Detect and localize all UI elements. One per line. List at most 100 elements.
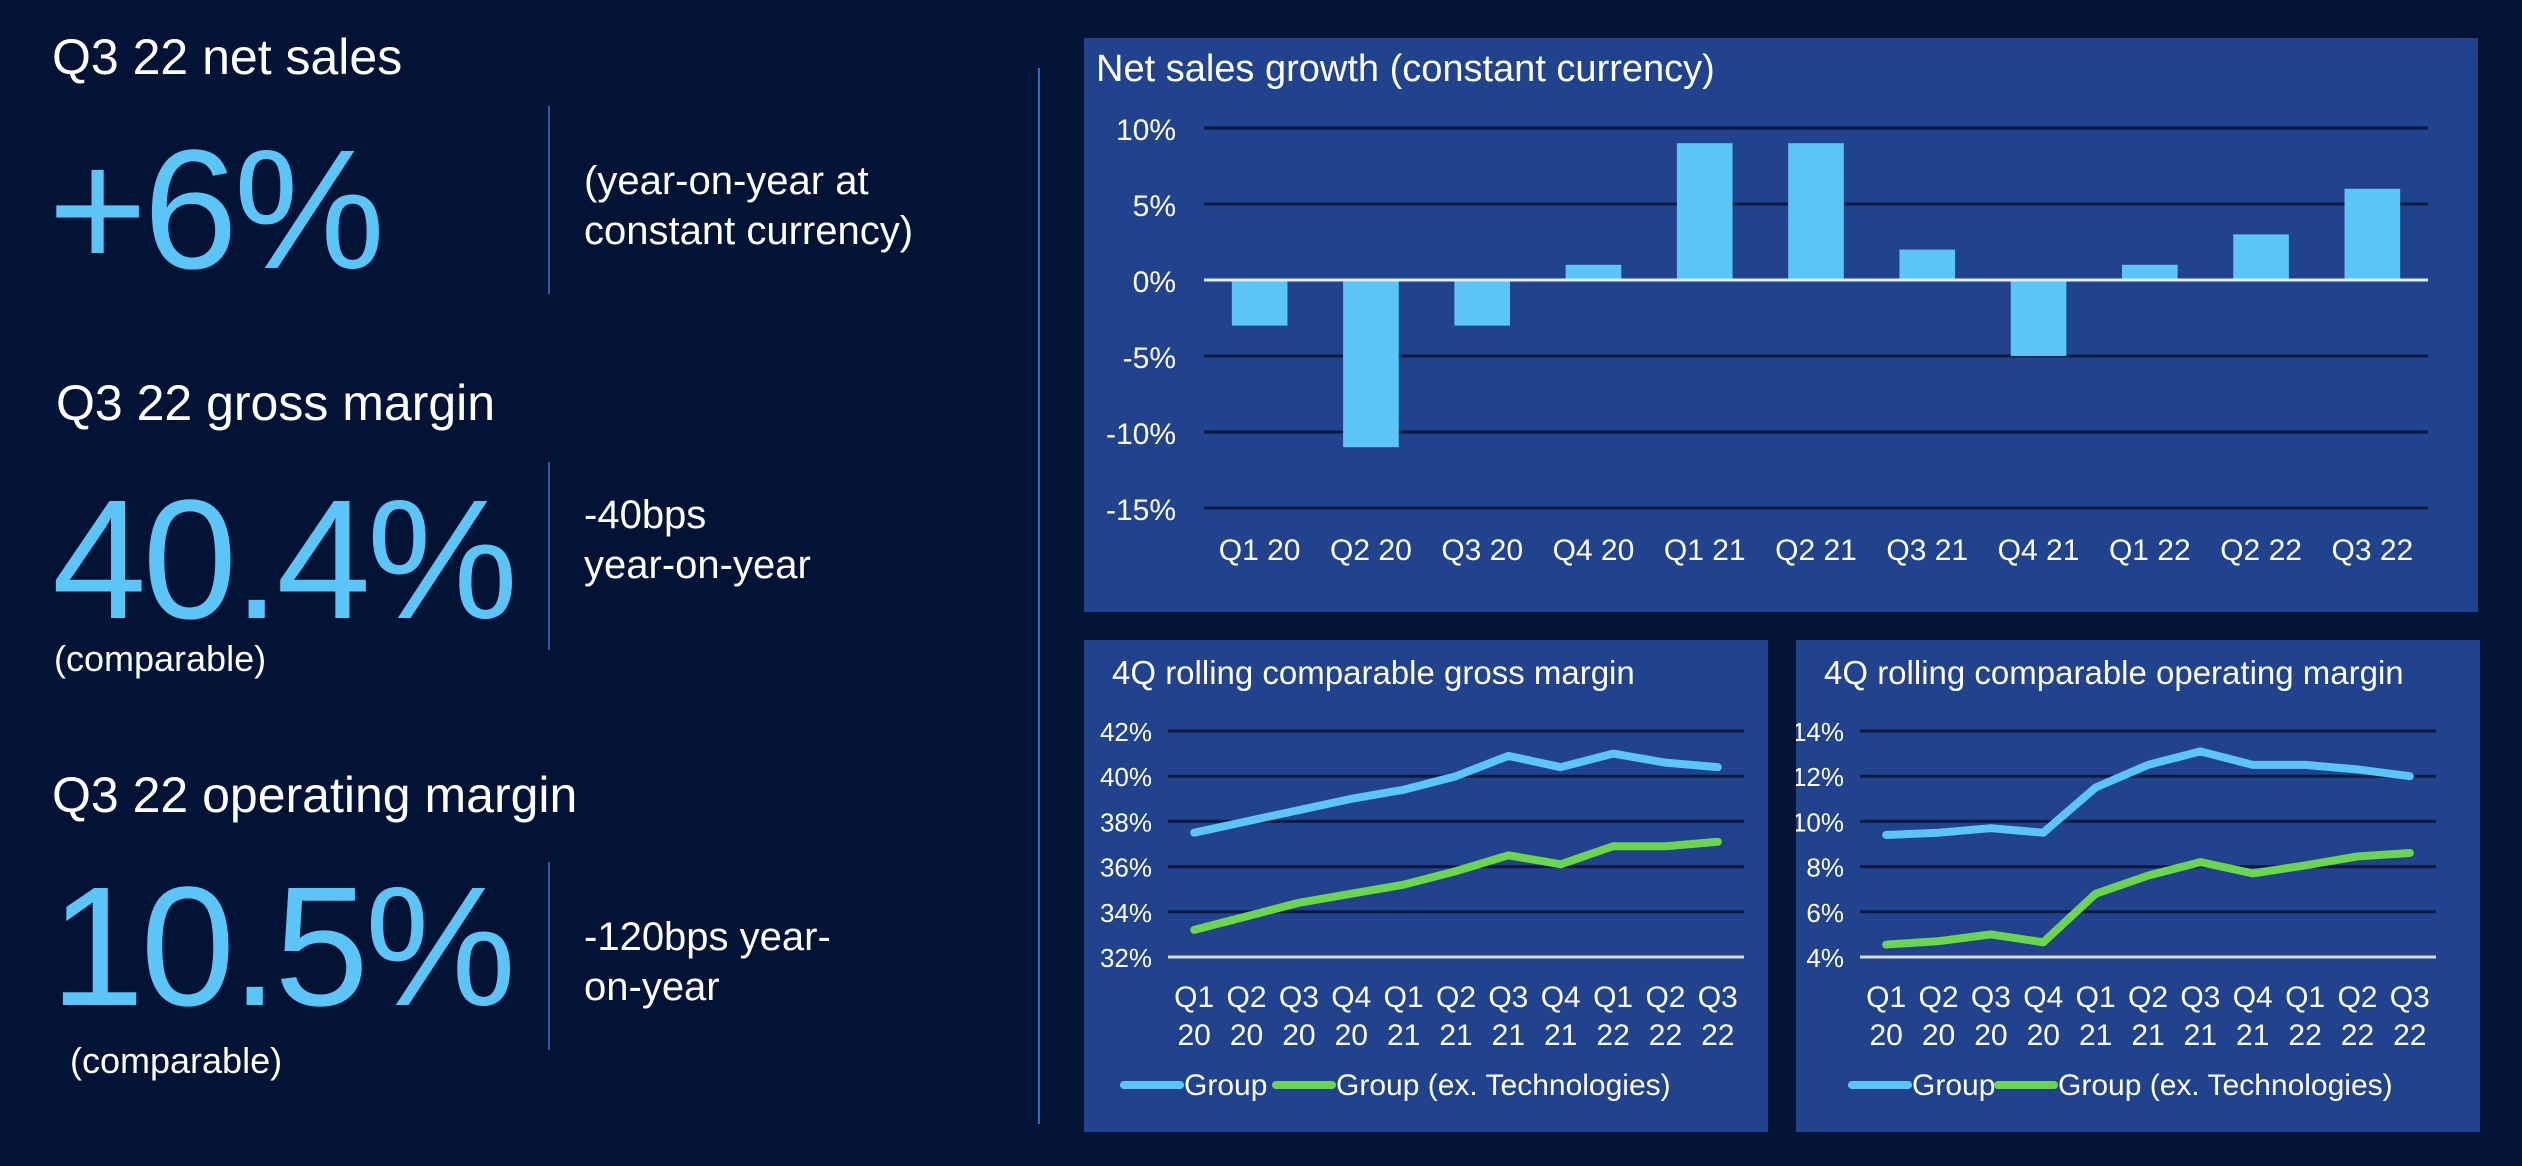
y-tick-label: 10% (1796, 807, 1844, 837)
series-line-group-ex-technologies (1882, 849, 2414, 949)
net-sales-title: Q3 22 net sales (52, 29, 403, 85)
x-tick-label: Q1 (2076, 981, 2116, 1014)
gross-margin-sub: (comparable) (54, 638, 267, 679)
x-tick-label: Q2 20 (1330, 534, 1412, 567)
section-divider (1038, 68, 1040, 1124)
x-tick-label: Q2 21 (1775, 534, 1857, 567)
bar (2344, 188, 2401, 280)
x-tick-label: Q2 (1919, 981, 1959, 1014)
bar (1788, 143, 1844, 280)
legend-label-group-ex-technologies: Group (ex. Technologies) (1336, 1069, 1671, 1102)
x-tick-label: 20 (1177, 1019, 1210, 1052)
x-tick-label: Q3 20 (1441, 534, 1523, 567)
operating-margin-value: 10.5% (50, 852, 516, 1042)
y-tick-label: 34% (1100, 898, 1152, 928)
y-tick-label: 6% (1806, 898, 1844, 928)
gross-margin-note: -40bps year-on-year (584, 490, 811, 590)
x-tick-label: Q3 (1698, 981, 1738, 1014)
legend-label-group: Group (1912, 1069, 1995, 1102)
operating-margin-note: -120bps year- on-year (584, 912, 831, 1012)
bar (2233, 234, 2289, 280)
divider (548, 106, 550, 294)
x-tick-label: 20 (1282, 1019, 1315, 1052)
operating-margin-chart: 14% 12% 10% 8% 6% 4% Q1 20 Q2 20 Q3 20 Q4 20 Q1 21 Q2 21 Q… (1796, 717, 2436, 1102)
x-tick-label: Q3 (1971, 981, 2011, 1014)
legend-label-group: Group (1184, 1069, 1267, 1102)
gross-margin-note-line1: -40bps (584, 493, 707, 537)
net-sales-note-line1: (year-on-year at (584, 159, 869, 203)
chart-title: 4Q rolling comparable gross margin (1112, 654, 1635, 691)
gross-margin-title: Q3 22 gross margin (56, 375, 496, 431)
x-tick-label: Q2 (2337, 981, 2377, 1014)
x-tick-label: 21 (2184, 1019, 2217, 1052)
x-tick-label: 20 (1230, 1019, 1263, 1052)
x-tick-label: 22 (2393, 1019, 2426, 1052)
x-tick-label: Q3 21 (1886, 534, 1968, 567)
x-tick-label: Q2 (2128, 981, 2168, 1014)
operating-margin-note-line2: on-year (584, 965, 720, 1009)
x-tick-label: Q2 (1645, 981, 1685, 1014)
bar (2010, 280, 2067, 356)
y-tick-label: 38% (1100, 807, 1152, 837)
x-tick-label: Q1 20 (1219, 534, 1301, 567)
net-sales-growth-chart: 10% 5% 0% -5% -10% -15% Q1 20 Q2 20 Q3 20 Q4 20 Q1… (1106, 114, 2428, 567)
bar (1231, 280, 1288, 326)
x-tick-label: Q4 (1331, 981, 1371, 1014)
y-tick-label: -15% (1106, 494, 1176, 527)
y-tick-label: 10% (1116, 114, 1176, 147)
y-tick-label: 5% (1133, 190, 1176, 223)
x-tick-label: 20 (1974, 1019, 2007, 1052)
chart-title: Net sales growth (constant currency) (1096, 48, 1715, 90)
x-tick-label: 22 (1649, 1019, 1682, 1052)
bar (1454, 280, 1510, 326)
operating-margin-title: Q3 22 operating margin (52, 767, 578, 823)
x-tick-label: 22 (2341, 1019, 2374, 1052)
x-tick-label: 21 (2236, 1019, 2269, 1052)
legend-label-group-ex-technologies: Group (ex. Technologies) (2058, 1069, 2393, 1102)
x-tick-label: 22 (1596, 1019, 1629, 1052)
x-tick-label: Q3 (1279, 981, 1319, 1014)
y-tick-label: 42% (1100, 717, 1152, 747)
net-sales-note: (year-on-year at constant currency) (584, 156, 913, 256)
x-tick-label: Q1 (1866, 981, 1906, 1014)
y-tick-label: 4% (1806, 943, 1844, 973)
x-tick-label: Q4 21 (1998, 534, 2080, 567)
net-sales-note-line2: constant currency) (584, 209, 914, 253)
divider (548, 862, 550, 1050)
x-tick-label: Q2 (1436, 981, 1476, 1014)
operating-margin-sub: (comparable) (70, 1040, 283, 1081)
y-tick-label: 40% (1100, 762, 1152, 792)
x-tick-label: Q1 22 (2109, 534, 2191, 567)
bar (1343, 280, 1399, 448)
x-tick-label: Q1 (1593, 981, 1633, 1014)
x-tick-label: Q3 (2390, 981, 2430, 1014)
operating-margin-panel: 4Q rolling comparable operating margin 1… (1796, 640, 2480, 1132)
x-tick-label: 20 (1335, 1019, 1368, 1052)
x-tick-label: 21 (2079, 1019, 2112, 1052)
x-tick-label: 21 (1492, 1019, 1525, 1052)
y-tick-label: 14% (1796, 717, 1844, 747)
x-tick-label: Q4 (2023, 981, 2063, 1014)
chart-title: 4Q rolling comparable operating margin (1824, 654, 2404, 691)
y-tick-label: 0% (1133, 266, 1176, 299)
gross-margin-value: 40.4% (52, 465, 518, 655)
bar (1676, 143, 1733, 280)
series-line-group-ex-technologies (1190, 837, 1722, 934)
operating-margin-note-line1: -120bps year- (584, 915, 831, 959)
x-tick-label: 21 (2131, 1019, 2164, 1052)
x-tick-label: 20 (1922, 1019, 1955, 1052)
gross-margin-chart: 42% 40% 38% 36% 34% 32% Q1 20 Q2 20 Q3 20 Q4 20 Q1 21 Q2… (1100, 717, 1744, 1102)
bar (2122, 264, 2178, 280)
x-tick-label: 21 (1439, 1019, 1472, 1052)
x-tick-label: 22 (2288, 1019, 2321, 1052)
x-tick-label: Q4 20 (1553, 534, 1635, 567)
net-sales-value: +6% (48, 115, 385, 305)
y-tick-label: -5% (1123, 342, 1176, 375)
x-tick-label: Q1 (1174, 981, 1214, 1014)
x-tick-label: Q3 (2180, 981, 2220, 1014)
y-tick-label: 32% (1100, 943, 1152, 973)
x-tick-label: Q3 (1488, 981, 1528, 1014)
x-tick-label: 20 (1869, 1019, 1902, 1052)
y-tick-label: 8% (1806, 853, 1844, 883)
bar (1899, 249, 1956, 280)
